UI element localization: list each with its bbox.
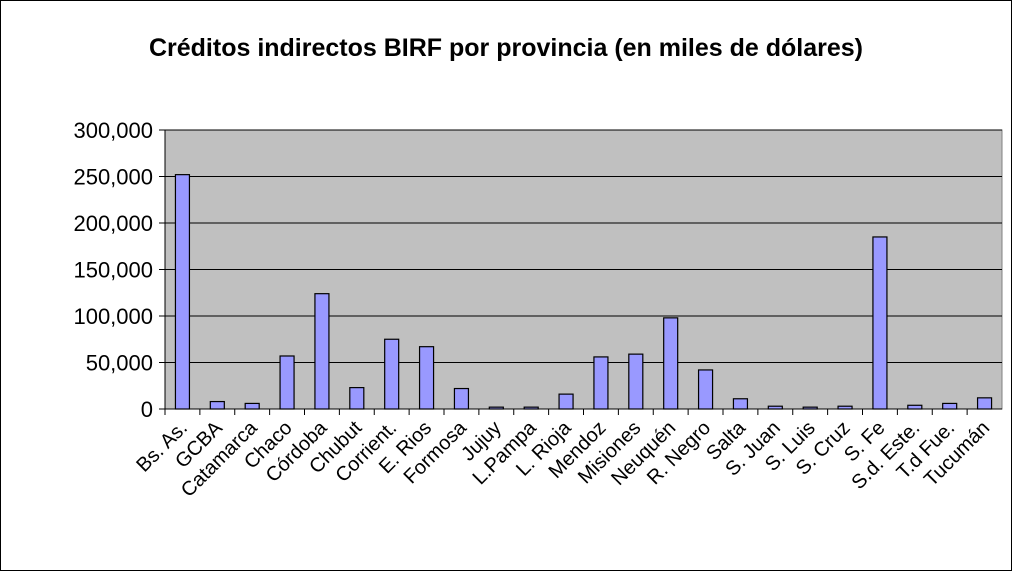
bar	[837, 405, 853, 410]
bar	[872, 236, 888, 410]
bar	[384, 338, 400, 410]
bar	[244, 402, 260, 410]
y-tick-label: 0	[141, 397, 153, 422]
y-tick-label: 50,000	[86, 351, 153, 376]
bar	[523, 406, 539, 410]
bar	[976, 397, 993, 410]
bar	[942, 402, 958, 410]
bar	[418, 346, 435, 410]
y-tick-label: 100,000	[73, 304, 153, 329]
bar	[767, 405, 783, 410]
chart-title: Créditos indirectos BIRF por provincia (…	[148, 34, 864, 62]
bar	[314, 293, 330, 410]
y-tick-label: 150,000	[73, 258, 153, 283]
bar	[349, 387, 365, 410]
bar	[279, 355, 295, 410]
bar	[802, 406, 818, 410]
bar	[697, 369, 714, 410]
y-tick-label: 250,000	[73, 165, 153, 190]
bar	[453, 387, 470, 410]
bar	[488, 406, 504, 410]
bar	[558, 393, 574, 410]
bar	[593, 356, 609, 410]
bar	[209, 400, 225, 410]
y-tick-label: 200,000	[73, 211, 153, 236]
y-tick-label: 300,000	[73, 118, 153, 143]
bar	[628, 353, 644, 410]
bar	[663, 317, 679, 410]
bar	[732, 398, 749, 410]
bar	[174, 174, 191, 410]
bar	[907, 404, 923, 410]
